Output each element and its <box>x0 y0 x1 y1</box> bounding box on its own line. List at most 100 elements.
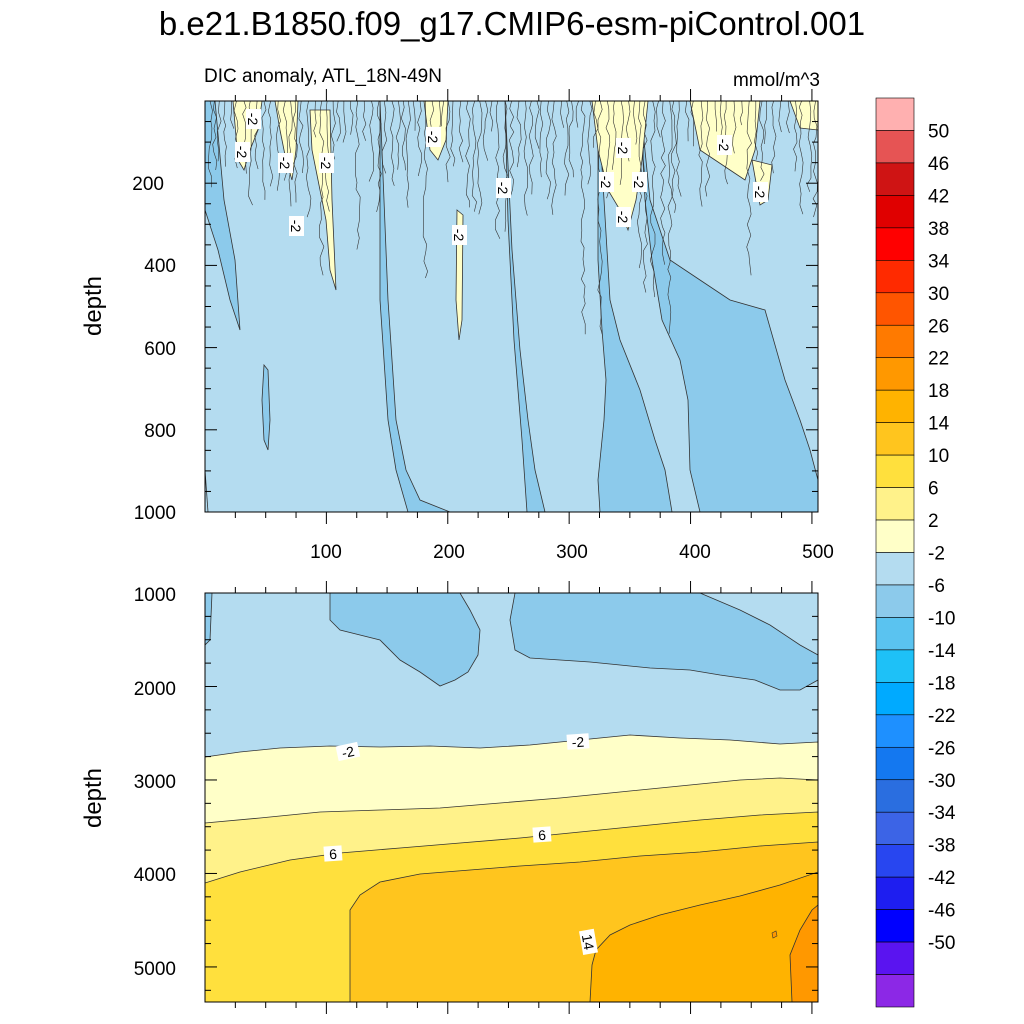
contour-label: -2 <box>495 178 511 198</box>
upper-y-tick-label: 600 <box>144 339 176 360</box>
colorbar-swatch <box>875 324 915 359</box>
svg-text:6: 6 <box>538 827 547 844</box>
svg-text:-2: -2 <box>318 157 334 170</box>
colorbar-level-label: 38 <box>928 219 949 240</box>
lower-tick-marks <box>205 581 818 1014</box>
svg-text:6: 6 <box>329 846 338 863</box>
colorbar-swatch <box>875 844 915 878</box>
colorbar-level-label: -6 <box>928 576 945 597</box>
svg-text:-2: -2 <box>615 211 631 224</box>
chart-subtitle: DIC anomaly, ATL_18N-49N <box>204 66 442 87</box>
colorbar-level-label: -50 <box>928 933 955 954</box>
svg-text:14: 14 <box>579 933 597 951</box>
colorbar-level-label: 6 <box>928 479 939 500</box>
colorbar-swatch <box>875 260 915 294</box>
upper-band-neg10 <box>205 101 241 331</box>
contour-label: -2 <box>615 207 631 227</box>
upper-contour-field <box>205 101 818 512</box>
svg-text:-2: -2 <box>752 186 768 199</box>
colorbar-level-label: 30 <box>928 284 949 305</box>
colorbar-swatch <box>875 876 915 910</box>
upper-x-tick-label: 200 <box>433 542 465 563</box>
colorbar-level-label: 14 <box>928 414 950 435</box>
units-label: mmol/m^3 <box>733 70 820 91</box>
colorbar-swatch <box>875 974 915 1008</box>
colorbar-swatch <box>875 195 915 229</box>
colorbar-swatch <box>875 617 915 651</box>
svg-text:-2: -2 <box>288 220 304 233</box>
colorbar-level-label: 26 <box>928 316 949 337</box>
colorbar-level-label: -34 <box>928 803 956 824</box>
contour-label: -2 <box>288 216 304 236</box>
contour-label: 14 <box>579 928 598 956</box>
colorbar-swatch <box>875 779 915 813</box>
upper-x-tick-label: 400 <box>679 542 711 563</box>
contour-label: -2 <box>318 153 334 173</box>
lower-band-neg10 <box>509 593 818 691</box>
colorbar-level-label: 18 <box>928 381 949 402</box>
lower-y-axis-label: depth <box>80 768 107 828</box>
colorbar: 50 46 42 38 34 30 26 22 18 14 10 6 2 -2 -6 -10 -14 -18 -22… <box>875 97 956 1008</box>
contour-label: -2 <box>234 142 250 162</box>
upper-x-tick-label: 100 <box>310 542 342 563</box>
colorbar-level-label: 42 <box>928 186 949 207</box>
upper-band-neg10 <box>504 101 546 512</box>
upper-contour-lines <box>208 101 818 335</box>
svg-text:-2: -2 <box>615 142 631 155</box>
colorbar-level-label: 22 <box>928 349 949 370</box>
svg-text:-2: -2 <box>631 176 647 189</box>
colorbar-swatch <box>875 584 915 618</box>
upper-y-tick-label: 400 <box>144 256 176 277</box>
contour-label: -2 <box>451 225 467 245</box>
colorbar-swatch <box>875 649 915 683</box>
upper-band-neg2 <box>591 101 649 232</box>
colorbar-level-label: -46 <box>928 901 955 922</box>
upper-x-tick-label: 300 <box>556 542 588 563</box>
svg-text:-2: -2 <box>571 734 585 751</box>
colorbar-swatch <box>875 130 915 164</box>
colorbar-swatch <box>875 714 915 748</box>
contour-label: -2 <box>277 153 293 173</box>
upper-x-tick-label: 500 <box>802 542 834 563</box>
svg-text:-2: -2 <box>598 176 614 189</box>
colorbar-swatch <box>875 454 915 488</box>
colorbar-swatch <box>875 162 915 196</box>
contour-label: -2 <box>631 172 647 192</box>
colorbar-level-label: -14 <box>928 641 956 662</box>
colorbar-swatch <box>875 422 915 456</box>
colorbar-level-label: 34 <box>928 251 950 272</box>
upper-y-tick-label: 200 <box>132 174 164 195</box>
contour-label: -2 <box>566 733 590 751</box>
svg-text:-2: -2 <box>245 113 261 126</box>
lower-y-tick-label: 4000 <box>134 865 176 886</box>
upper-y-tick-label: 800 <box>144 421 176 442</box>
lower-band-18 <box>771 930 778 939</box>
colorbar-swatch <box>875 746 915 781</box>
contour-label: -2 <box>615 138 631 158</box>
colorbar-swatch <box>875 941 915 975</box>
contour-label: -2 <box>335 741 361 762</box>
svg-text:-2: -2 <box>234 146 250 159</box>
colorbar-level-label: 2 <box>928 511 939 532</box>
lower-y-tick-label: 1000 <box>134 585 176 606</box>
contour-label: -2 <box>752 182 768 202</box>
upper-band-neg10 <box>597 101 673 512</box>
svg-text:-2: -2 <box>495 182 511 195</box>
svg-text:-2: -2 <box>277 157 293 170</box>
upper-band-neg10 <box>639 101 818 512</box>
upper-band-neg10 <box>379 101 451 512</box>
colorbar-level-label: -30 <box>928 771 955 792</box>
contour-label: -2 <box>716 135 732 155</box>
lower-contour-labels: -2 -2 6 6 14 <box>323 733 598 956</box>
colorbar-swatch <box>875 682 915 716</box>
colorbar-swatch <box>875 389 915 423</box>
lower-band-18 <box>789 904 818 1002</box>
lower-panel: -2 -2 6 6 14 1000 2000 3000 4000 5000 de… <box>80 581 819 1014</box>
svg-text:-2: -2 <box>716 139 732 152</box>
lower-y-tick-label: 3000 <box>134 772 176 793</box>
colorbar-swatch <box>875 487 915 521</box>
colorbar-level-label: -38 <box>928 836 955 857</box>
chart-title: b.e21.B1850.f09_g17.CMIP6-esm-piControl.… <box>159 5 865 42</box>
svg-text:-2: -2 <box>425 131 441 144</box>
